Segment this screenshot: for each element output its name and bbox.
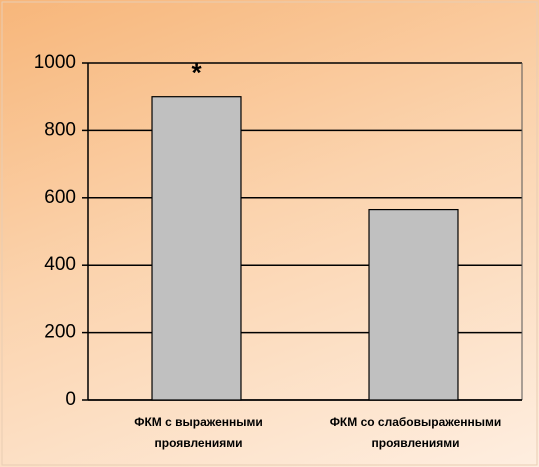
bar <box>151 96 242 401</box>
annotation: * <box>191 58 202 88</box>
x-tick-label: ФКМ с выраженными проявлениями <box>134 415 263 450</box>
y-tick-label: 0 <box>65 389 76 410</box>
y-tick-label: 1000 <box>34 52 76 73</box>
x-tick-label: ФКМ со слабовыраженными проявлениями <box>329 415 502 450</box>
y-tick-label: 600 <box>44 187 76 208</box>
y-tick-label: 200 <box>44 322 76 343</box>
y-tick-label: 800 <box>44 119 76 140</box>
y-tick-label: 400 <box>44 254 76 275</box>
bar <box>368 208 459 401</box>
